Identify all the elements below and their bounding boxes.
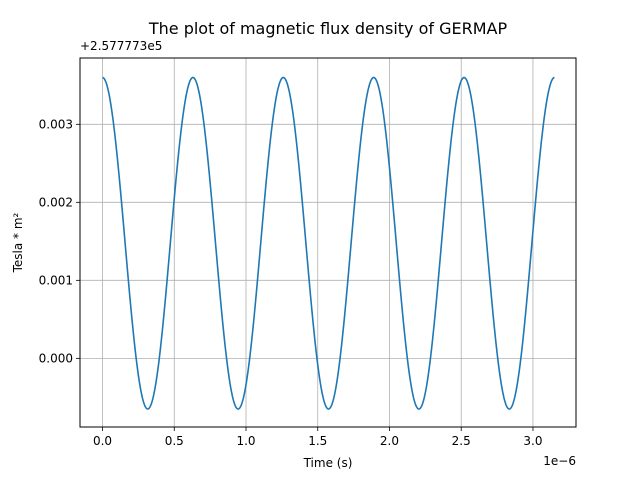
x-tick-label: 0.5 bbox=[165, 434, 184, 448]
x-axis-offset-text: 1e−6 bbox=[543, 454, 576, 468]
grid bbox=[80, 58, 576, 427]
axis-ticks: 0.0 0.5 1.0 1.5 2.0 2.5 3.0 0.000 0.001 0.002 0.00… bbox=[39, 117, 543, 448]
y-tick-label: 0.000 bbox=[39, 351, 73, 365]
y-tick-label: 0.002 bbox=[39, 195, 73, 209]
series-line bbox=[102, 76, 555, 410]
x-axis-label: Time (s) bbox=[303, 456, 353, 470]
x-tick-label: 0.0 bbox=[93, 434, 112, 448]
x-tick-label: 1.5 bbox=[308, 434, 327, 448]
chart-title: The plot of magnetic flux density of GER… bbox=[148, 19, 508, 38]
x-tick-label: 3.0 bbox=[523, 434, 542, 448]
y-tick-label: 0.001 bbox=[39, 273, 73, 287]
x-tick-label: 2.0 bbox=[380, 434, 399, 448]
x-tick-label: 1.0 bbox=[236, 434, 255, 448]
x-tick-label: 2.5 bbox=[452, 434, 471, 448]
y-axis-offset-text: +2.577773e5 bbox=[80, 39, 162, 53]
plot-area bbox=[102, 76, 555, 410]
axes-frame bbox=[79, 57, 577, 428]
y-tick-label: 0.003 bbox=[39, 117, 73, 131]
y-axis-label: Tesla * m² bbox=[11, 212, 25, 273]
